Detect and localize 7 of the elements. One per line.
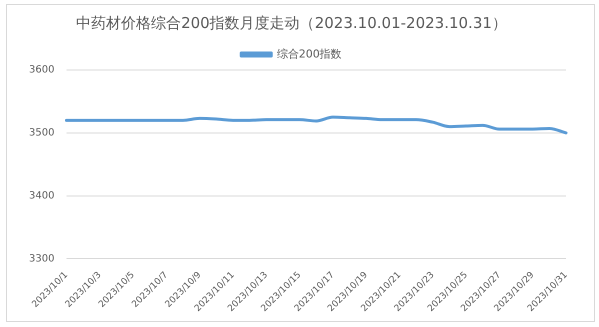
y-tick-label: 3500 bbox=[28, 127, 54, 138]
chart-title: 中药材价格综合200指数月度走动（2023.10.01-2023.10.31） bbox=[76, 14, 507, 32]
line-series bbox=[64, 116, 568, 134]
legend-label: 综合200指数 bbox=[276, 47, 342, 60]
y-tick-label: 3400 bbox=[28, 190, 54, 202]
y-tick-label: 3600 bbox=[28, 64, 54, 76]
y-tick-label: 3300 bbox=[28, 253, 54, 264]
